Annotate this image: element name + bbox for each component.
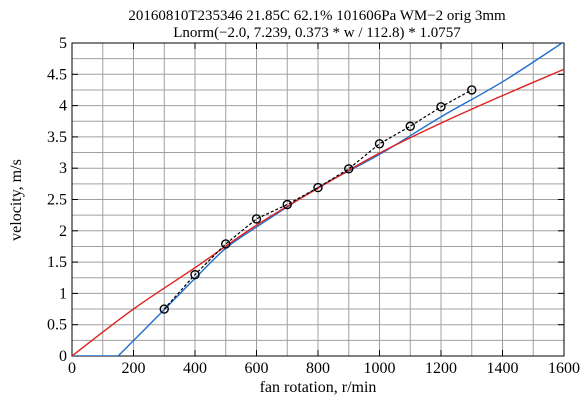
data-point-marker xyxy=(313,182,323,193)
data-point-marker xyxy=(221,239,231,249)
y-tick-label: 1 xyxy=(59,285,67,302)
x-tick-label: 800 xyxy=(306,360,330,377)
x-axis-label: fan rotation, r/min xyxy=(260,379,377,396)
x-axis-ticks: 0 200 400 600 800 1000 1200 1400 1600 xyxy=(68,43,580,377)
y-tick-label: 4 xyxy=(59,98,67,115)
data-point-marker xyxy=(467,85,477,95)
data-point-marker xyxy=(436,102,446,112)
y-axis-ticks: 0 0.5 1 1.5 2 2.5 3 3.5 4 4.5 5 xyxy=(47,35,564,365)
chart-title: 20160810T235346 21.85C 62.1% 101606Pa WM… xyxy=(128,8,506,24)
data-point-marker xyxy=(251,214,262,224)
y-tick-label: 3.5 xyxy=(47,129,67,146)
x-tick-label: 1200 xyxy=(425,360,457,377)
x-tick-label: 1000 xyxy=(364,360,396,377)
x-tick-label: 0 xyxy=(68,360,76,377)
y-axis-label: velocity, m/s xyxy=(8,159,25,241)
data-point-marker xyxy=(159,304,169,314)
y-tick-label: 1.5 xyxy=(47,254,67,271)
y-tick-label: 0.5 xyxy=(47,317,67,334)
x-tick-label: 600 xyxy=(245,360,269,377)
y-tick-label: 5 xyxy=(59,35,67,52)
y-tick-label: 2.5 xyxy=(47,192,67,209)
y-tick-label: 0 xyxy=(59,348,67,365)
data-point-marker xyxy=(405,121,415,131)
y-tick-label: 4.5 xyxy=(47,66,67,83)
grid xyxy=(71,42,565,357)
y-tick-label: 3 xyxy=(59,160,67,177)
y-tick-label: 2 xyxy=(59,223,67,240)
x-tick-label: 200 xyxy=(122,360,146,377)
data-point-marker xyxy=(344,164,354,174)
x-tick-label: 400 xyxy=(183,360,207,377)
data-point-marker xyxy=(190,269,200,280)
series-layer xyxy=(72,43,564,356)
data-point-marker xyxy=(282,199,292,210)
measured-dashed-line xyxy=(163,89,473,310)
data-point-marker xyxy=(374,139,385,149)
chart-subtitle: Lnorm(−2.0, 7.239, 0.373 * w / 112.8) * … xyxy=(173,25,461,41)
x-tick-label: 1600 xyxy=(548,360,580,377)
x-tick-label: 1400 xyxy=(487,360,519,377)
